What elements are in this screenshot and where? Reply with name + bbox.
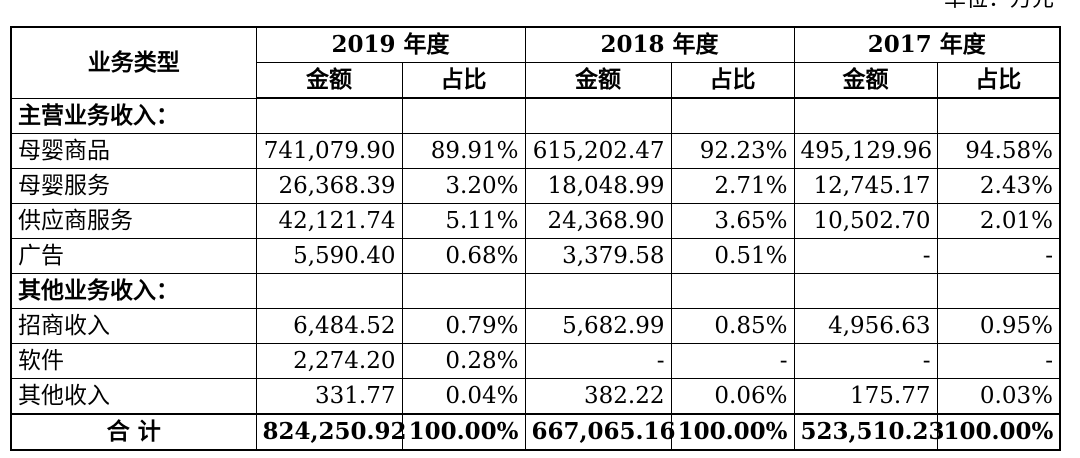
amount-cell: 18,048.99 <box>524 168 672 204</box>
amount-cell: - <box>793 238 938 274</box>
ratio-cell <box>936 273 1061 309</box>
total-label: 合 计 <box>10 413 257 451</box>
ratio-cell <box>401 273 526 309</box>
revenue-table: 业务类型 2019 年度 2018 年度 2017 年度 金额 占比 金额 占比… <box>10 26 1061 451</box>
amount-cell: 3,379.58 <box>524 238 672 274</box>
ratio-cell: 92.23% <box>670 133 795 169</box>
row-label: 广告 <box>10 238 257 274</box>
ratio-cell: 3.20% <box>401 168 526 204</box>
ratio-cell <box>936 97 1061 134</box>
year-header-2019: 2019 年度 <box>255 26 526 63</box>
amount-header: 金额 <box>255 62 403 99</box>
ratio-cell: 5.11% <box>401 203 526 239</box>
amount-cell: 824,250.92 <box>255 413 407 451</box>
amount-cell: 523,510.23 <box>793 413 945 451</box>
amount-cell: 10,502.70 <box>793 203 938 239</box>
amount-cell <box>524 273 672 309</box>
ratio-cell: 3.65% <box>670 203 795 239</box>
table-row: 其他收入 331.77 0.04% 382.22 0.06% 175.77 0.03% <box>10 378 1061 415</box>
ratio-cell: 0.68% <box>401 238 526 274</box>
amount-cell: 5,590.40 <box>255 238 403 274</box>
amount-cell: 6,484.52 <box>255 308 403 344</box>
ratio-cell: 2.43% <box>936 168 1061 204</box>
amount-cell <box>793 97 938 134</box>
ratio-cell: 94.58% <box>936 133 1061 169</box>
amount-cell: 2,274.20 <box>255 343 403 379</box>
table-row: 供应商服务 42,121.74 5.11% 24,368.90 3.65% 10,502.… <box>10 203 1061 239</box>
amount-cell <box>524 97 672 134</box>
row-label: 母婴服务 <box>10 168 257 204</box>
amount-header: 金额 <box>793 62 938 99</box>
table-row: 母婴商品 741,079.90 89.91% 615,202.47 92.23% 495,… <box>10 133 1061 169</box>
amount-cell: 495,129.96 <box>793 133 938 169</box>
amount-cell: 26,368.39 <box>255 168 403 204</box>
ratio-cell: 100.00% <box>936 413 1061 451</box>
amount-cell: 667,065.16 <box>524 413 676 451</box>
ratio-cell: - <box>670 343 795 379</box>
amount-cell: 175.77 <box>793 378 938 415</box>
amount-cell: 741,079.90 <box>255 133 403 169</box>
amount-cell: - <box>524 343 672 379</box>
table-row: 母婴服务 26,368.39 3.20% 18,048.99 2.71% 12,745.1… <box>10 168 1061 204</box>
row-label: 母婴商品 <box>10 133 257 169</box>
year-header-2018: 2018 年度 <box>524 26 795 63</box>
header-row-columns: 金额 占比 金额 占比 金额 占比 <box>11 62 1061 99</box>
total-row: 合 计 824,250.92 100.00% 667,065.16 100.00% 523… <box>10 413 1061 451</box>
section-row: 其他业务收入： <box>10 273 1061 309</box>
ratio-cell: 0.85% <box>670 308 795 344</box>
amount-cell: 24,368.90 <box>524 203 672 239</box>
amount-cell: 331.77 <box>255 378 403 415</box>
amount-cell <box>793 273 938 309</box>
unit-note: 单位：万元 <box>944 0 1054 14</box>
ratio-cell <box>401 97 526 134</box>
ratio-cell: 0.51% <box>670 238 795 274</box>
ratio-cell: 0.95% <box>936 308 1061 344</box>
ratio-cell: 100.00% <box>670 413 795 451</box>
section-row: 主营业务收入： <box>10 97 1061 134</box>
table-row: 软件 2,274.20 0.28% - - - - <box>10 343 1061 379</box>
ratio-header: 占比 <box>936 62 1061 99</box>
table-body: 主营业务收入： 母婴商品 741,079.90 89.91% 615,202.47 92.… <box>10 97 1061 451</box>
ratio-cell: 2.01% <box>936 203 1061 239</box>
amount-cell: 4,956.63 <box>793 308 938 344</box>
section-label: 主营业务收入： <box>10 97 257 134</box>
ratio-cell: 0.06% <box>670 378 795 415</box>
table-row: 广告 5,590.40 0.68% 3,379.58 0.51% - - <box>10 238 1061 274</box>
ratio-header: 占比 <box>670 62 795 99</box>
ratio-cell: 0.28% <box>401 343 526 379</box>
ratio-cell: 2.71% <box>670 168 795 204</box>
amount-cell: 382.22 <box>524 378 672 415</box>
ratio-cell: 100.00% <box>401 413 526 451</box>
ratio-cell: - <box>936 343 1061 379</box>
amount-cell: 12,745.17 <box>793 168 938 204</box>
row-label: 其他收入 <box>10 378 257 415</box>
ratio-cell <box>670 97 795 134</box>
ratio-header: 占比 <box>401 62 526 99</box>
amount-header: 金额 <box>524 62 672 99</box>
amount-cell <box>255 273 403 309</box>
ratio-cell: 89.91% <box>401 133 526 169</box>
row-label: 软件 <box>10 343 257 379</box>
amount-cell: 5,682.99 <box>524 308 672 344</box>
business-type-header: 业务类型 <box>10 26 257 99</box>
amount-cell: 615,202.47 <box>524 133 672 169</box>
ratio-cell: - <box>936 238 1061 274</box>
amount-cell: 42,121.74 <box>255 203 403 239</box>
amount-cell: - <box>793 343 938 379</box>
ratio-cell: 0.79% <box>401 308 526 344</box>
row-label: 供应商服务 <box>10 203 257 239</box>
ratio-cell: 0.04% <box>401 378 526 415</box>
ratio-cell: 0.03% <box>936 378 1061 415</box>
ratio-cell <box>670 273 795 309</box>
amount-cell <box>255 97 403 134</box>
section-label: 其他业务收入： <box>10 273 257 309</box>
header-row-years: 业务类型 2019 年度 2018 年度 2017 年度 <box>10 26 1061 99</box>
table-row: 招商收入 6,484.52 0.79% 5,682.99 0.85% 4,956.63 0.… <box>10 308 1061 344</box>
year-header-2017: 2017 年度 <box>793 26 1061 63</box>
row-label: 招商收入 <box>10 308 257 344</box>
